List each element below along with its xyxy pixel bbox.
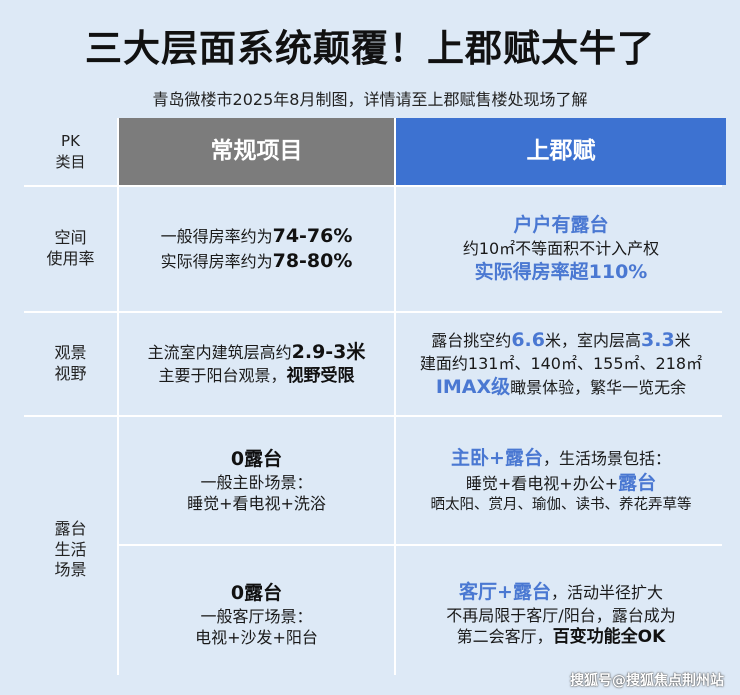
view-normal-line2-text: 主要于阳台观景， xyxy=(158,366,286,385)
terrace-brand-living-line1-a: 客厅+露台 xyxy=(459,581,551,603)
header-brand-project: 上郡赋 xyxy=(396,118,726,185)
view-brand-line3-b: 瞰景体验，繁华一览无余 xyxy=(510,378,686,397)
view-brand-line1-e: 米 xyxy=(675,331,691,350)
terrace-brand-bedroom-cell: 主卧+露台，生活场景包括： 睡觉+看电视+办公+露台 晒太阳、赏月、瑜伽、读书、… xyxy=(396,417,726,544)
row-label-terrace-line2: 生活 xyxy=(54,540,86,561)
view-brand-line1-b: 6.6 xyxy=(511,329,545,351)
terrace-brand-living-line3-a: 第二会客厅， xyxy=(457,627,553,646)
terrace-normal-bedroom-title: 0露台 xyxy=(231,447,282,472)
view-normal-line2-value: 视野受限 xyxy=(287,366,355,386)
view-brand-line3: IMAX级瞰景体验，繁华一览无余 xyxy=(436,375,686,400)
page-subtitle: 青岛微楼市2025年8月制图，详情请至上郡赋售楼处现场了解 xyxy=(0,86,740,110)
space-normal-line1-value: 74-76% xyxy=(273,225,353,247)
header-pk-line1: PK xyxy=(61,131,80,151)
terrace-normal-living-line3: 电视+沙发+阳台 xyxy=(195,627,318,648)
terrace-brand-living-line1-b: ，活动半径扩大 xyxy=(551,583,663,602)
terrace-brand-living-line1: 客厅+露台，活动半径扩大 xyxy=(459,580,663,605)
space-brand-line3: 实际得房率超110% xyxy=(475,260,648,285)
row-label-view-line2: 视野 xyxy=(54,364,86,385)
space-normal-line1-text: 一般得房率约为 xyxy=(161,227,273,246)
space-normal-cell: 一般得房率约为74-76% 实际得房率约为78-80% xyxy=(119,187,394,311)
terrace-brand-living-line2: 不再局限于客厅/阳台，露台成为 xyxy=(446,605,675,626)
view-brand-line1-d: 3.3 xyxy=(641,329,675,351)
view-normal-line1: 主流室内建筑层高约2.9-3米 xyxy=(148,340,366,365)
terrace-normal-living-cell: 0露台 一般客厅场景： 电视+沙发+阳台 xyxy=(119,546,394,683)
header-normal-project: 常规项目 xyxy=(119,118,394,185)
space-normal-line2-value: 78-80% xyxy=(273,250,353,272)
row-label-terrace: 露台 生活 场景 xyxy=(24,417,117,683)
space-brand-cell: 户户有露台 约10㎡不等面积不计入产权 实际得房率超110% xyxy=(396,187,726,311)
row-label-terrace-line1: 露台 xyxy=(54,519,86,540)
terrace-brand-bedroom-line2: 睡觉+看电视+办公+露台 xyxy=(466,471,656,496)
terrace-normal-living-title: 0露台 xyxy=(231,581,282,606)
terrace-brand-bedroom-line3: 晒太阳、赏月、瑜伽、读书、养花弄草等 xyxy=(431,496,692,515)
space-normal-line2: 实际得房率约为78-80% xyxy=(161,249,353,274)
terrace-brand-bedroom-line1: 主卧+露台，生活场景包括： xyxy=(451,446,671,471)
terrace-normal-bedroom-cell: 0露台 一般主卧场景： 睡觉+看电视+洗浴 xyxy=(119,417,394,544)
view-brand-line2: 建面约131㎡、140㎡、155㎡、218㎡ xyxy=(420,353,702,374)
view-normal-line1-value: 2.9-3米 xyxy=(292,341,366,363)
terrace-brand-bedroom-line2-b: 露台 xyxy=(618,472,656,494)
space-normal-line2-text: 实际得房率约为 xyxy=(161,252,273,271)
space-brand-line2: 约10㎡不等面积不计入产权 xyxy=(463,238,659,259)
view-normal-line1-text: 主流室内建筑层高约 xyxy=(148,343,292,362)
view-brand-cell: 露台挑空约6.6米，室内层高3.3米 建面约131㎡、140㎡、155㎡、218… xyxy=(396,313,726,415)
terrace-brand-bedroom-line1-a: 主卧+露台 xyxy=(451,447,543,469)
terrace-brand-bedroom-line2-a: 睡觉+看电视+办公+ xyxy=(466,474,618,493)
row-label-space-line1: 空间 xyxy=(54,228,86,249)
terrace-normal-bedroom-line3: 睡觉+看电视+洗浴 xyxy=(187,493,326,514)
watermark: 搜狐号@搜狐焦点荆州站 xyxy=(570,670,724,690)
view-normal-cell: 主流室内建筑层高约2.9-3米 主要于阳台观景，视野受限 xyxy=(119,313,394,415)
comparison-table: PK 类目 常规项目 上郡赋 空间 使用率 一般得房率约为74-76% 实际得房… xyxy=(24,118,722,675)
terrace-brand-living-cell: 客厅+露台，活动半径扩大 不再局限于客厅/阳台，露台成为 第二会客厅，百变功能全… xyxy=(396,546,726,683)
row-label-space-line2: 使用率 xyxy=(46,249,94,270)
row-label-view-line1: 观景 xyxy=(54,343,86,364)
view-brand-line1-c: 米，室内层高 xyxy=(545,331,641,350)
header-pk-line2: 类目 xyxy=(55,152,85,172)
terrace-normal-bedroom-line2: 一般主卧场景： xyxy=(200,472,312,493)
space-normal-line1: 一般得房率约为74-76% xyxy=(161,224,353,249)
terrace-brand-bedroom-line1-b: ，生活场景包括： xyxy=(543,449,671,468)
view-normal-line2: 主要于阳台观景，视野受限 xyxy=(158,365,354,387)
terrace-brand-living-line3-b: 百变功能全OK xyxy=(553,627,666,647)
page-title: 三大层面系统颠覆！上郡赋太牛了 xyxy=(0,18,740,72)
row-label-space: 空间 使用率 xyxy=(24,187,117,311)
view-brand-line1: 露台挑空约6.6米，室内层高3.3米 xyxy=(431,328,690,353)
row-label-view: 观景 视野 xyxy=(24,313,117,415)
header-pk-cell: PK 类目 xyxy=(24,118,117,185)
terrace-brand-living-line3: 第二会客厅，百变功能全OK xyxy=(457,626,666,648)
view-brand-line3-a: IMAX级 xyxy=(436,376,510,398)
terrace-normal-living-line2: 一般客厅场景： xyxy=(200,606,312,627)
view-brand-line1-a: 露台挑空约 xyxy=(431,331,511,350)
space-brand-line1: 户户有露台 xyxy=(513,213,608,238)
row-label-terrace-line3: 场景 xyxy=(54,560,86,581)
